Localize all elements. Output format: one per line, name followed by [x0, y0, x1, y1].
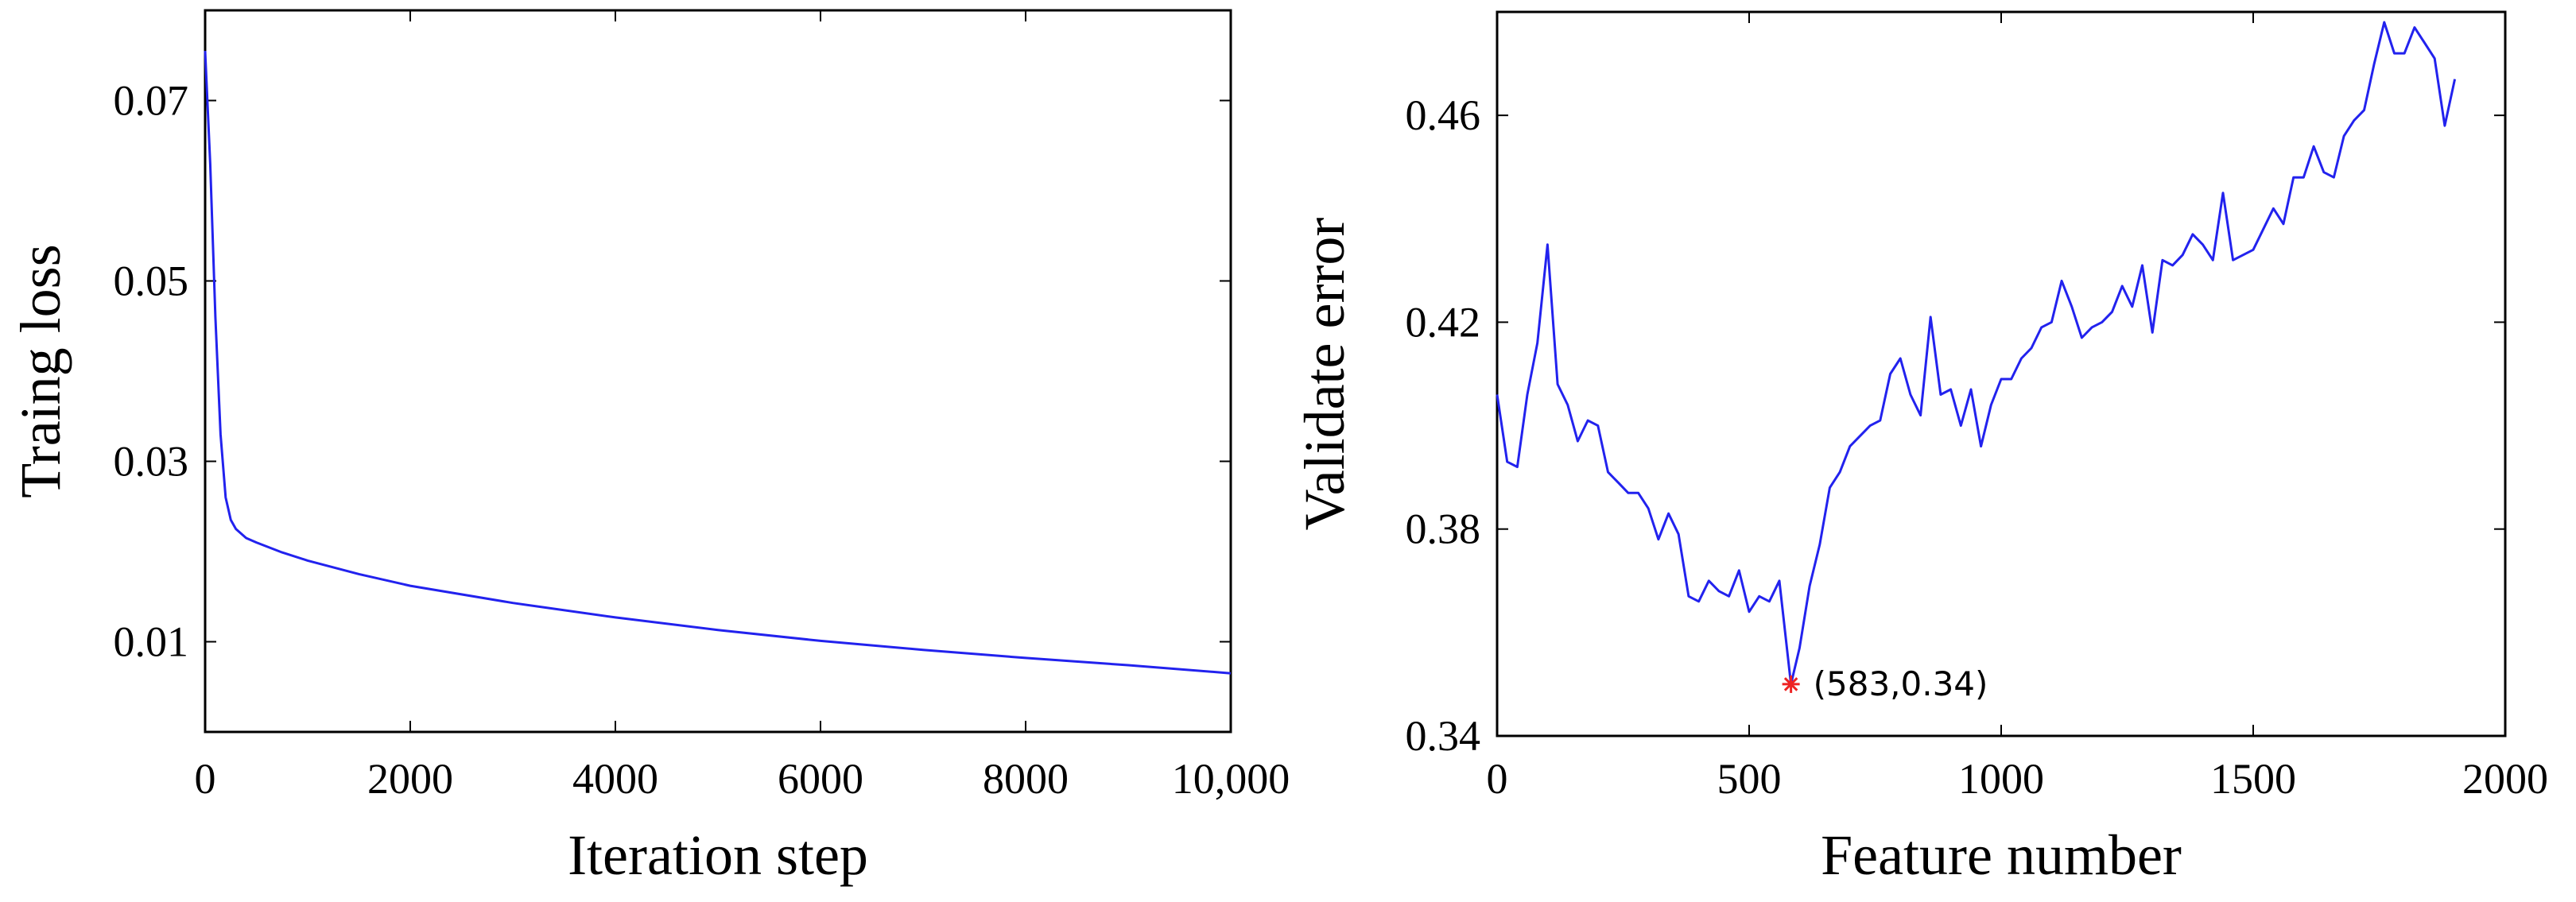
x-tick-label: 2000	[367, 755, 453, 803]
y-tick-label: 0.01	[114, 618, 189, 666]
x-tick-label: 10,000	[1172, 755, 1290, 803]
y-tick-label: 0.34	[1406, 712, 1481, 760]
min-point-marker	[1782, 675, 1800, 693]
series-line	[204, 51, 1232, 675]
x-tick-label: 8000	[983, 755, 1069, 803]
x-tick-label: 2000	[2462, 755, 2548, 803]
x-axis-title: Feature number	[1821, 823, 2182, 887]
marker-stroke	[1783, 677, 1798, 691]
y-axis-title: Traing loss	[9, 244, 72, 497]
min-point-annotation: (583,0.34)	[1814, 664, 1988, 703]
y-tick-label: 0.03	[114, 438, 189, 486]
right-chart-validate-error: 0 500 1000 1500 2000 0.34 0.38 0.42 0.46 Feature …	[1293, 10, 2548, 887]
x-tick-label: 4000	[572, 755, 658, 803]
x-tick-label: 0	[1487, 755, 1508, 803]
y-tick-label: 0.42	[1406, 298, 1481, 346]
x-tick-label: 1500	[2210, 755, 2296, 803]
x-tick-label: 0	[195, 755, 216, 803]
series-line	[1496, 21, 2457, 686]
y-axis-title: Validate error	[1293, 218, 1356, 531]
y-tick-label: 0.46	[1406, 91, 1481, 139]
x-axis-title: Iteration step	[568, 823, 868, 887]
plot-frame	[204, 9, 1232, 734]
x-tick-label: 500	[1717, 755, 1782, 803]
left-chart-training-loss: 0 2000 4000 6000 8000 10,000 0.01 0.03 0.05 0.07 I…	[9, 9, 1290, 887]
y-tick-label: 0.05	[114, 257, 189, 305]
x-tick-label: 1000	[1958, 755, 2044, 803]
y-tick-label: 0.38	[1406, 505, 1481, 553]
y-tick-label: 0.07	[114, 77, 189, 125]
x-tick-label: 6000	[778, 755, 863, 803]
